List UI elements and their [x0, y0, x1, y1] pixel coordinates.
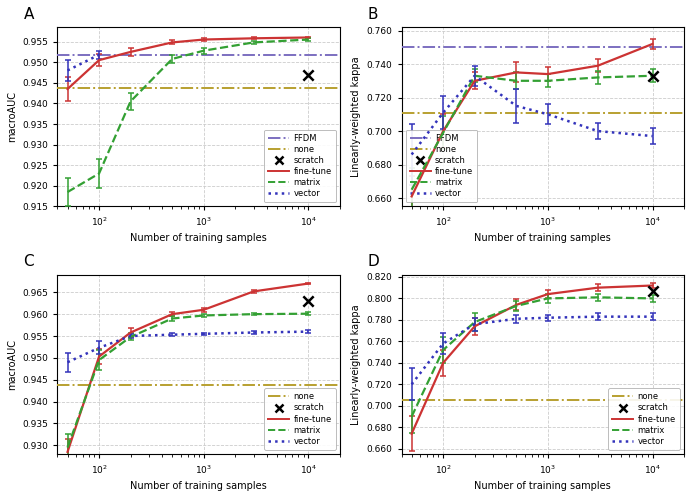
Legend: none, scratch, fine-tune, matrix, vector: none, scratch, fine-tune, matrix, vector	[608, 388, 680, 450]
Legend: FFDM, none, scratch, fine-tune, matrix, vector: FFDM, none, scratch, fine-tune, matrix, …	[264, 129, 336, 202]
Point	[647, 72, 658, 80]
Point	[647, 287, 658, 295]
Legend: FFDM, none, scratch, fine-tune, matrix, vector: FFDM, none, scratch, fine-tune, matrix, …	[406, 129, 477, 202]
X-axis label: Number of training samples: Number of training samples	[475, 234, 611, 244]
Legend: none, scratch, fine-tune, matrix, vector: none, scratch, fine-tune, matrix, vector	[264, 388, 336, 450]
X-axis label: Number of training samples: Number of training samples	[131, 234, 267, 244]
Y-axis label: macroAUC: macroAUC	[7, 91, 17, 142]
X-axis label: Number of training samples: Number of training samples	[475, 481, 611, 491]
Text: C: C	[23, 254, 34, 269]
Y-axis label: Linearly-weighted kappa: Linearly-weighted kappa	[351, 56, 361, 177]
Point	[303, 71, 314, 79]
Text: D: D	[368, 254, 379, 269]
X-axis label: Number of training samples: Number of training samples	[131, 481, 267, 491]
Text: A: A	[23, 7, 34, 22]
Y-axis label: macroAUC: macroAUC	[7, 339, 17, 390]
Text: B: B	[368, 7, 378, 22]
Point	[303, 297, 314, 305]
Y-axis label: Linearly-weighted kappa: Linearly-weighted kappa	[351, 304, 361, 425]
